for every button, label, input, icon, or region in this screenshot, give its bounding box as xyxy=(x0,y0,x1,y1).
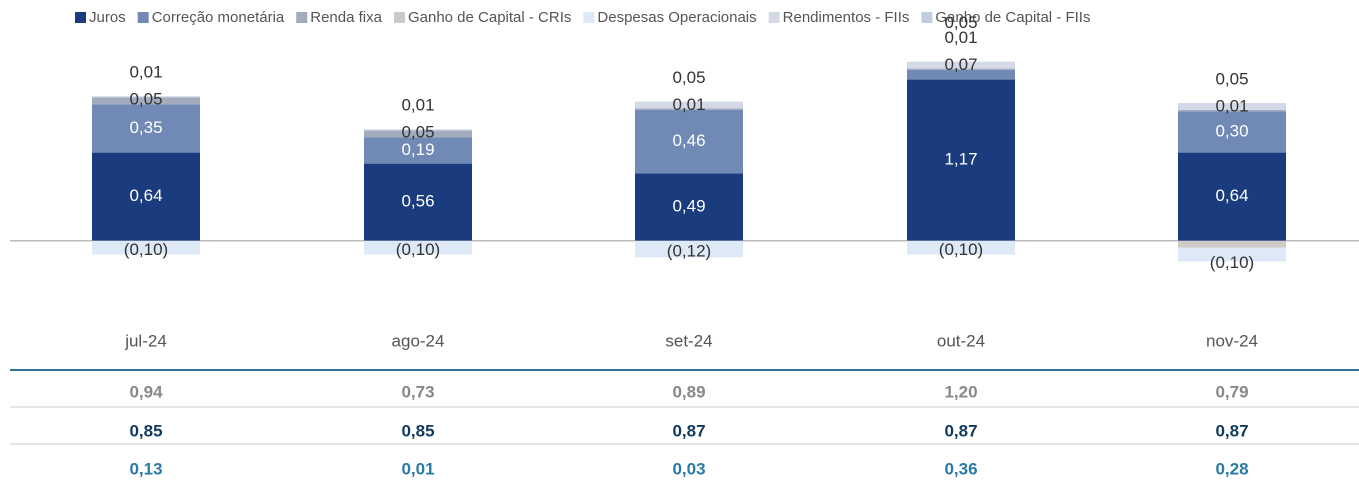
data-label: 0,01 xyxy=(401,96,434,115)
table-cell: 0,94 xyxy=(129,382,163,401)
data-label: 0,35 xyxy=(129,118,162,137)
data-label: 0,64 xyxy=(1215,186,1248,205)
x-tick-label: set-24 xyxy=(665,331,712,350)
data-label: 0,56 xyxy=(401,192,434,211)
legend-swatch xyxy=(921,12,933,23)
table-cell: 1,20 xyxy=(944,382,977,401)
table-cell: 0,01 xyxy=(401,459,434,478)
legend-label: Despesas Operacionais xyxy=(597,9,756,26)
data-label: 0,01 xyxy=(1215,96,1248,115)
data-label: (0,12) xyxy=(667,242,711,261)
bar-segment xyxy=(1178,240,1286,248)
legend-swatch xyxy=(137,12,149,23)
legend-swatch xyxy=(583,12,595,23)
bar-segment xyxy=(364,137,472,164)
legend-label: Correção monetária xyxy=(152,9,285,26)
table-cell: 0,73 xyxy=(401,382,434,401)
bar-segment xyxy=(364,129,472,131)
data-label: 0,19 xyxy=(401,140,434,159)
table-cell: 0,03 xyxy=(672,459,705,478)
legend-label: Ganho de Capital - CRIs xyxy=(408,9,571,26)
bar-segment xyxy=(1178,247,1286,262)
data-label: 0,01 xyxy=(129,63,162,82)
bar-segment xyxy=(907,240,1015,255)
x-tick-label: out-24 xyxy=(937,331,985,350)
table-cell: 0,85 xyxy=(129,421,162,440)
table-cell: 0,87 xyxy=(1215,421,1248,440)
data-label: (0,10) xyxy=(1210,253,1254,272)
table-cell: 0,87 xyxy=(944,421,977,440)
data-label: 0,64 xyxy=(129,186,162,205)
bar-segment xyxy=(635,101,743,109)
table-cell: 0,36 xyxy=(944,459,977,478)
bar-segment xyxy=(907,79,1015,241)
data-label: 0,01 xyxy=(944,28,977,47)
legend-label: Renda fixa xyxy=(310,9,382,26)
bar-segment xyxy=(635,109,743,174)
bar-segment xyxy=(364,240,472,255)
legend-swatch xyxy=(296,12,308,23)
bar-segment xyxy=(907,61,1015,69)
legend-label: Rendimentos - FIIs xyxy=(783,9,910,26)
data-label: 0,05 xyxy=(672,68,705,87)
bar-segment xyxy=(635,173,743,241)
bar-segment xyxy=(1178,111,1286,153)
table-cell: 0,79 xyxy=(1215,382,1248,401)
table-cell: 0,89 xyxy=(672,382,705,401)
data-label: 1,17 xyxy=(944,150,977,169)
legend-swatch xyxy=(75,12,86,23)
data-label: 0,05 xyxy=(129,90,162,109)
bar-segment xyxy=(364,130,472,138)
bar-segment xyxy=(907,68,1015,70)
data-label: (0,10) xyxy=(396,240,440,259)
bar-segment xyxy=(92,240,200,255)
x-tick-label: ago-24 xyxy=(392,331,445,350)
data-label: 0,46 xyxy=(672,131,705,150)
legend-label: Ganho de Capital - FIIs xyxy=(935,9,1090,26)
legend-swatch xyxy=(768,12,780,23)
bar-segment xyxy=(1178,109,1286,112)
bar-segment xyxy=(1178,103,1286,110)
bar-segment xyxy=(92,97,200,105)
bar-segment xyxy=(635,240,743,258)
table-cell: 0,28 xyxy=(1215,459,1248,478)
bar-segment xyxy=(635,108,743,110)
data-label: (0,10) xyxy=(939,240,983,259)
legend-label: Juros xyxy=(89,9,126,26)
table-cell: 0,87 xyxy=(672,421,705,440)
data-label: 0,05 xyxy=(1215,69,1248,88)
bar-segment xyxy=(92,104,200,153)
data-label: 0,01 xyxy=(672,95,705,114)
bar-segment xyxy=(92,96,200,98)
bar-segment xyxy=(92,152,200,241)
x-tick-label: jul-24 xyxy=(124,331,167,350)
bar-segment xyxy=(364,163,472,241)
table-cell: 0,85 xyxy=(401,421,434,440)
data-label: 0,05 xyxy=(944,13,977,32)
data-label: 0,30 xyxy=(1215,121,1248,140)
legend-swatch xyxy=(393,12,405,23)
bar-segment xyxy=(907,69,1015,80)
x-tick-label: nov-24 xyxy=(1206,331,1258,350)
bar-segment xyxy=(1178,152,1286,241)
data-label: (0,10) xyxy=(124,240,168,259)
table-cell: 0,13 xyxy=(129,459,162,478)
data-label: 0,07 xyxy=(944,55,977,74)
data-label: 0,49 xyxy=(672,197,705,216)
data-label: 0,05 xyxy=(401,123,434,142)
